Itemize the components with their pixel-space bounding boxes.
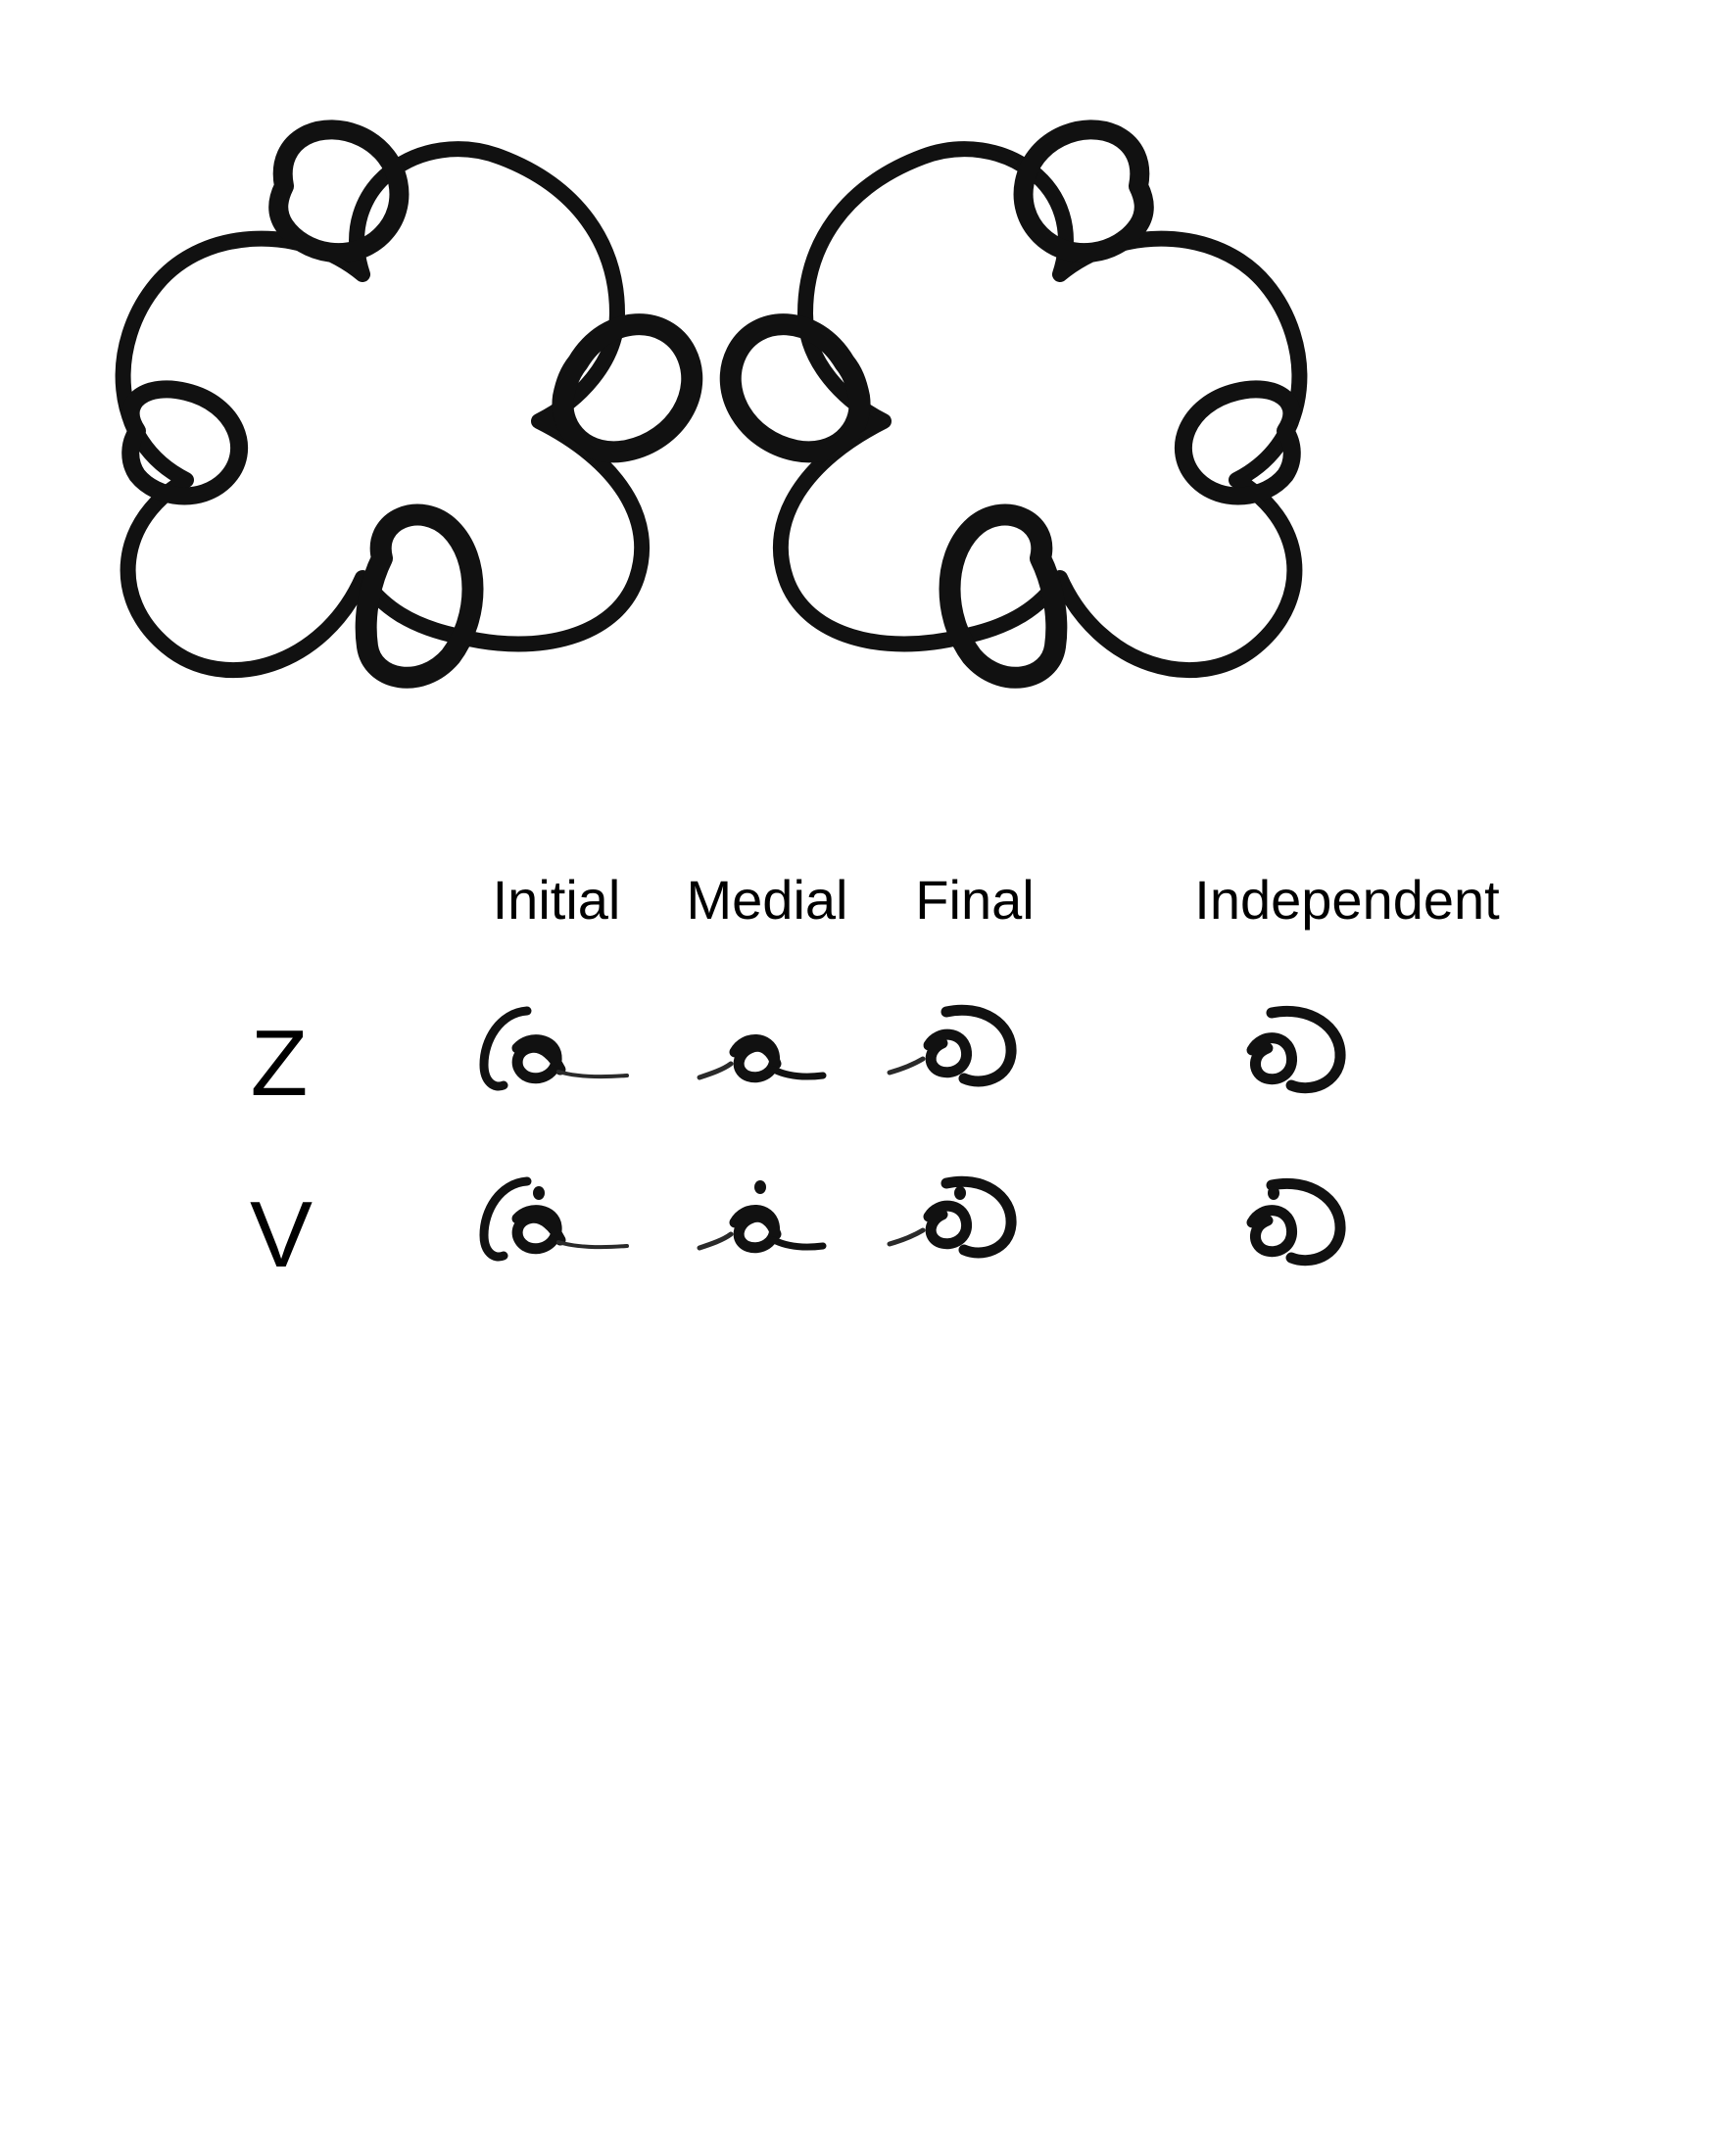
glyph-v-initial xyxy=(484,1181,627,1257)
glyph-z-independent xyxy=(1252,1011,1340,1087)
column-header-independent: Independent xyxy=(1194,869,1500,931)
glyph-z-initial xyxy=(484,1011,627,1086)
glyph-z-final xyxy=(890,1010,1011,1081)
column-header-medial: Medial xyxy=(687,869,848,931)
glyph-v-final xyxy=(890,1181,1011,1253)
column-header-final: Final xyxy=(915,869,1034,931)
column-header-initial: Initial xyxy=(493,869,621,931)
glyph-v-medial xyxy=(699,1180,823,1248)
row-label-z: Z xyxy=(251,1011,309,1116)
glyph-z-medial xyxy=(699,1039,823,1077)
row-label-v: V xyxy=(250,1182,313,1287)
ornament-right xyxy=(731,129,1300,677)
ornament-left xyxy=(123,129,693,677)
glyph-v-independent xyxy=(1252,1183,1340,1260)
